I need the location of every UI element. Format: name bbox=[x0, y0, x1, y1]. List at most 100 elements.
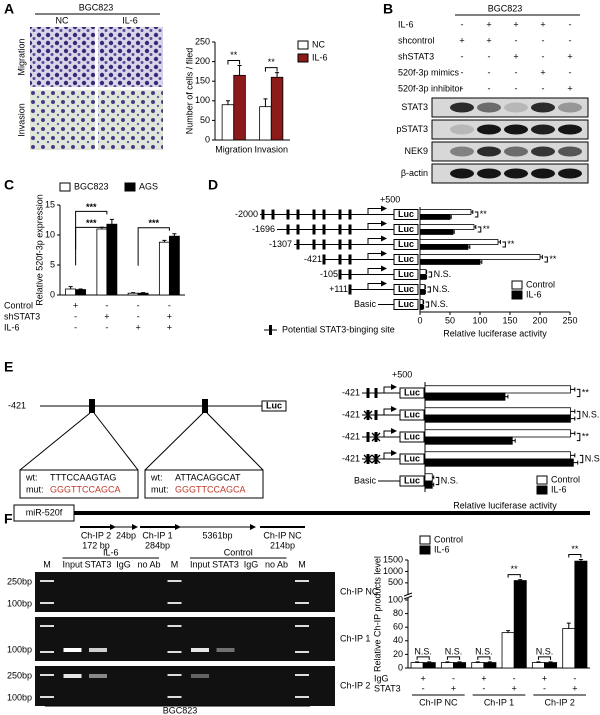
blot bbox=[431, 97, 589, 118]
sig-bracket bbox=[576, 432, 581, 442]
condition-sign: + bbox=[421, 673, 426, 683]
band bbox=[63, 648, 82, 652]
y-tick-label: 5 bbox=[50, 259, 55, 269]
error-bar bbox=[487, 661, 492, 663]
condition-sign: - bbox=[452, 673, 455, 683]
band bbox=[89, 648, 107, 652]
condition-sign: + bbox=[459, 35, 464, 45]
mutation-cross bbox=[363, 410, 373, 420]
error-bar bbox=[453, 229, 455, 234]
reporter-label: Luc bbox=[398, 209, 414, 219]
construct-label: +111 bbox=[329, 284, 348, 294]
reporter-label: Luc bbox=[404, 453, 420, 463]
condition-sign: + bbox=[167, 322, 172, 332]
bar bbox=[424, 451, 571, 460]
bar bbox=[419, 239, 499, 245]
legend-label: BGC823 bbox=[74, 181, 109, 191]
error-bar bbox=[68, 286, 73, 289]
y-tick-label: 100 bbox=[195, 95, 210, 105]
bar bbox=[233, 74, 246, 141]
sequence-box bbox=[144, 469, 264, 499]
condition-sign: + bbox=[104, 311, 109, 321]
band bbox=[504, 102, 528, 113]
sig-bracket bbox=[544, 256, 548, 263]
sig-bracket bbox=[446, 656, 461, 660]
bar bbox=[419, 254, 541, 260]
reporter-box bbox=[261, 400, 287, 412]
binding-site bbox=[338, 209, 342, 220]
x-tick-label: 100 bbox=[472, 315, 487, 325]
x-axis-title: Relative luciferase activity bbox=[453, 500, 557, 510]
error-bar bbox=[498, 240, 501, 245]
group-label: Ch-IP 2 bbox=[544, 697, 574, 707]
tss-arrow bbox=[367, 265, 387, 275]
band bbox=[504, 124, 528, 135]
condition-sign: - bbox=[542, 35, 545, 45]
error-bar bbox=[450, 214, 452, 219]
error-bar bbox=[570, 431, 576, 436]
axis-break bbox=[403, 592, 413, 597]
band bbox=[191, 674, 209, 678]
bar bbox=[544, 662, 558, 669]
lane-label: STAT3 bbox=[212, 559, 239, 569]
bar bbox=[270, 76, 284, 141]
condition-sign: - bbox=[168, 300, 171, 310]
ladder-band bbox=[167, 696, 182, 698]
x-tick-label: 0 bbox=[417, 315, 422, 325]
significance: ** bbox=[507, 239, 515, 249]
ladder-band bbox=[40, 602, 54, 604]
sig-bracket bbox=[428, 271, 433, 278]
error-bar bbox=[570, 453, 576, 458]
error-bar bbox=[570, 409, 576, 414]
bar bbox=[419, 224, 475, 230]
x-tick-label: 200 bbox=[532, 315, 547, 325]
wt-label: wt: bbox=[25, 472, 38, 482]
significance: N.S. bbox=[432, 284, 450, 294]
error-bar bbox=[415, 661, 420, 663]
panel-label: B bbox=[383, 1, 393, 17]
legend-swatch bbox=[511, 280, 523, 290]
ladder-band bbox=[295, 651, 309, 653]
band bbox=[477, 124, 501, 135]
tss-arrow bbox=[367, 250, 387, 260]
significance: ** bbox=[511, 564, 519, 574]
y-tick-label: 1500 bbox=[383, 554, 403, 564]
binding-site bbox=[366, 432, 370, 442]
binding-site bbox=[322, 254, 326, 265]
marker-label: 100bp bbox=[7, 598, 32, 608]
sig-bracket bbox=[576, 388, 581, 398]
significance: N.S. bbox=[582, 409, 600, 419]
y-tick-label: 15 bbox=[45, 199, 55, 209]
reporter-box bbox=[399, 431, 425, 443]
mutation-cross bbox=[363, 454, 373, 464]
amplicon-size: 172 bp bbox=[82, 540, 110, 550]
significance: N.S. bbox=[585, 453, 600, 463]
sig-bracket bbox=[568, 554, 582, 558]
panel-label: C bbox=[4, 177, 14, 193]
legend-label: IL-6 bbox=[312, 52, 328, 62]
condition-name: 520f-3p mimics bbox=[398, 67, 460, 77]
condition-sign: + bbox=[512, 683, 517, 693]
error-bar bbox=[570, 387, 576, 392]
significance: ** bbox=[571, 544, 579, 554]
tss-arrow bbox=[383, 406, 397, 415]
significance: ** bbox=[230, 50, 238, 60]
bar bbox=[424, 458, 574, 467]
y-axis-title: Number of cells / filed bbox=[184, 48, 194, 135]
condition-sign: + bbox=[540, 19, 545, 29]
gel bbox=[35, 617, 335, 661]
bar bbox=[96, 228, 108, 296]
error-bar bbox=[263, 98, 268, 107]
error-bar bbox=[536, 661, 541, 663]
binding-site bbox=[312, 239, 316, 250]
error-bar bbox=[423, 300, 425, 305]
error-bar bbox=[548, 661, 553, 663]
significance: N.S. bbox=[475, 646, 493, 656]
condition-sign: + bbox=[481, 673, 486, 683]
condition-sign: - bbox=[515, 35, 518, 45]
condition-sign: + bbox=[513, 51, 518, 61]
bar bbox=[419, 274, 427, 280]
condition-sign: + bbox=[135, 322, 140, 332]
lane-label: Input bbox=[190, 559, 211, 569]
binding-site bbox=[322, 239, 326, 250]
